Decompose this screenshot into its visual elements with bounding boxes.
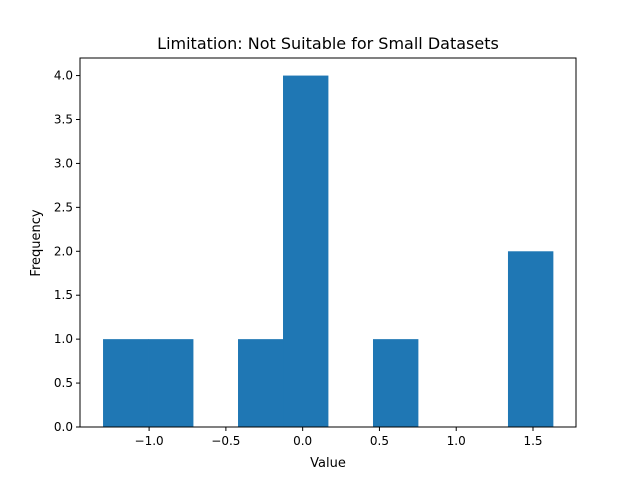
y-tick-label: 1.0: [54, 332, 73, 346]
histogram-bar: [238, 339, 284, 427]
histogram-bar: [372, 339, 419, 427]
plot-frame: [79, 57, 577, 428]
y-tick-label: 4.0: [54, 69, 73, 83]
bars-group: [103, 75, 554, 428]
x-tick-label: 0.0: [293, 434, 312, 448]
y-tick-label: 3.0: [54, 156, 73, 170]
y-axis-ticks: 0.0 0.5 1.0 1.5 2.0 2.5 3.0 3.5 4.0: [54, 69, 80, 434]
histogram-bar: [103, 339, 149, 427]
histogram-bar: [507, 251, 554, 427]
x-tick-label: −0.5: [211, 434, 240, 448]
x-tick-label: 1.0: [447, 434, 466, 448]
x-tick-label: 1.5: [523, 434, 542, 448]
histogram-bar: [148, 339, 194, 427]
x-tick-label: 0.5: [370, 434, 389, 448]
x-axis-ticks: −1.0 −0.5 0.0 0.5 1.0 1.5: [135, 427, 543, 448]
histogram-bar: [283, 75, 329, 428]
x-tick-label: −1.0: [135, 434, 164, 448]
y-axis-label: Frequency: [29, 209, 44, 276]
chart-title: Limitation: Not Suitable for Small Datas…: [157, 34, 499, 53]
y-tick-label: 2.0: [54, 244, 73, 258]
x-axis-label: Value: [310, 456, 346, 471]
y-tick-label: 2.5: [54, 200, 73, 214]
y-tick-label: 1.5: [54, 288, 73, 302]
y-tick-label: 3.5: [54, 113, 73, 127]
y-tick-label: 0.5: [54, 376, 73, 390]
y-tick-label: 0.0: [54, 420, 73, 434]
